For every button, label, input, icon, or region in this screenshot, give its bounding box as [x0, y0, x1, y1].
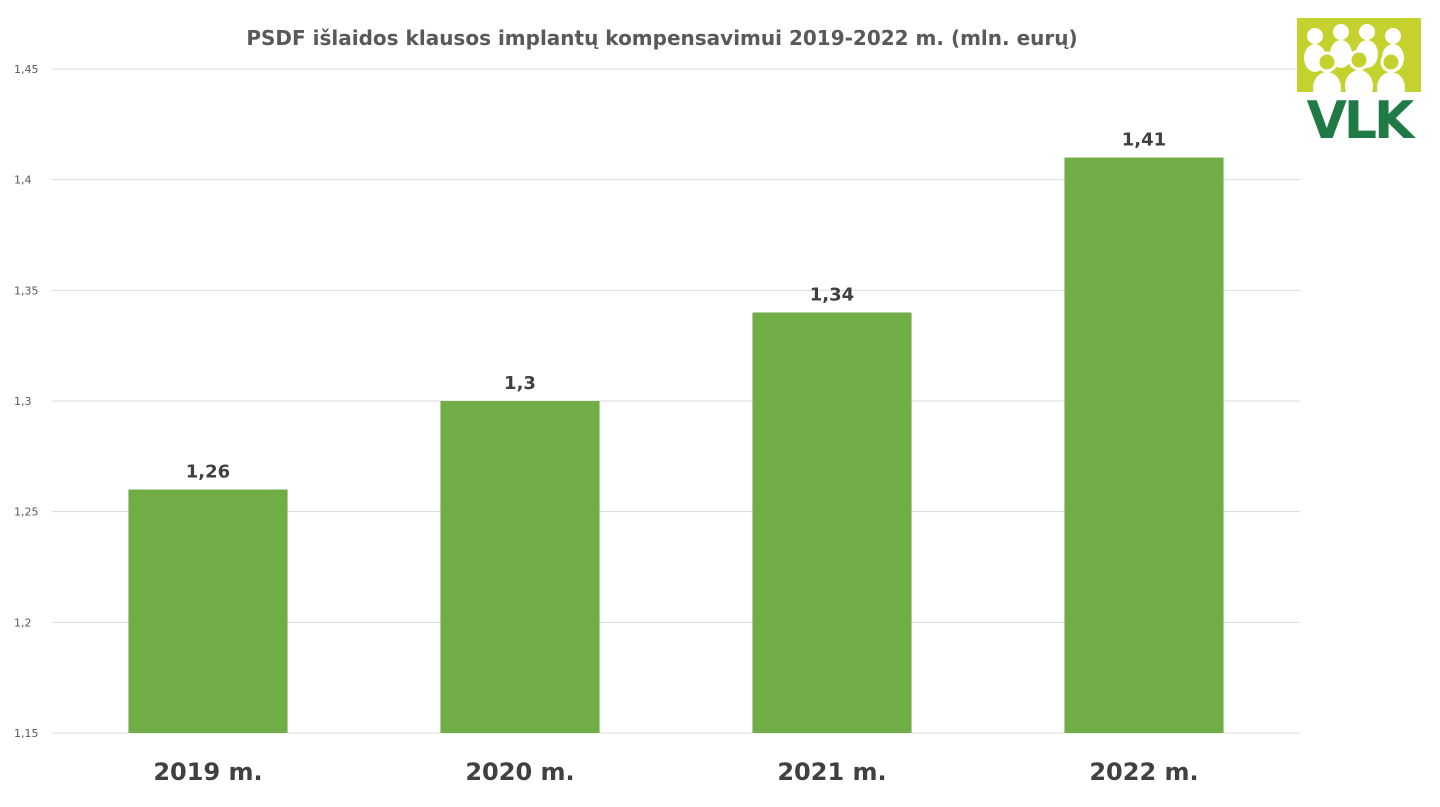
x-tick-label: 2022 m. — [1089, 758, 1198, 786]
y-tick-label: 1,3 — [14, 395, 32, 408]
logo-text: VLK — [1306, 91, 1415, 151]
chart-title: PSDF išlaidos klausos implantų kompensav… — [246, 26, 1077, 50]
x-tick-label: 2019 m. — [153, 758, 262, 786]
y-tick-label: 1,4 — [14, 174, 32, 187]
y-tick-label: 1,15 — [14, 727, 39, 740]
y-tick-label: 1,2 — [14, 616, 32, 629]
data-label: 1,3 — [504, 373, 536, 394]
y-axis-ticks: 1,15 1,2 1,25 1,3 1,35 1,4 1,45 — [14, 63, 39, 740]
x-tick-label: 2020 m. — [465, 758, 574, 786]
y-tick-label: 1,45 — [14, 63, 39, 76]
y-tick-label: 1,25 — [14, 506, 39, 519]
vlk-logo: VLK — [1297, 18, 1421, 151]
bar — [128, 489, 288, 733]
x-tick-label: 2021 m. — [777, 758, 886, 786]
people-group-icon — [1297, 18, 1421, 104]
data-label: 1,26 — [186, 462, 230, 483]
data-label: 1,34 — [810, 284, 854, 305]
data-label: 1,41 — [1122, 130, 1166, 151]
y-tick-label: 1,35 — [14, 284, 39, 297]
bars — [128, 157, 1224, 734]
x-axis-ticks: 2019 m. 2020 m. 2021 m. 2022 m. — [153, 758, 1198, 786]
data-labels: 1,26 1,3 1,34 1,41 — [186, 130, 1166, 483]
bar — [440, 401, 600, 733]
bar — [1064, 157, 1224, 734]
bar — [752, 312, 912, 733]
